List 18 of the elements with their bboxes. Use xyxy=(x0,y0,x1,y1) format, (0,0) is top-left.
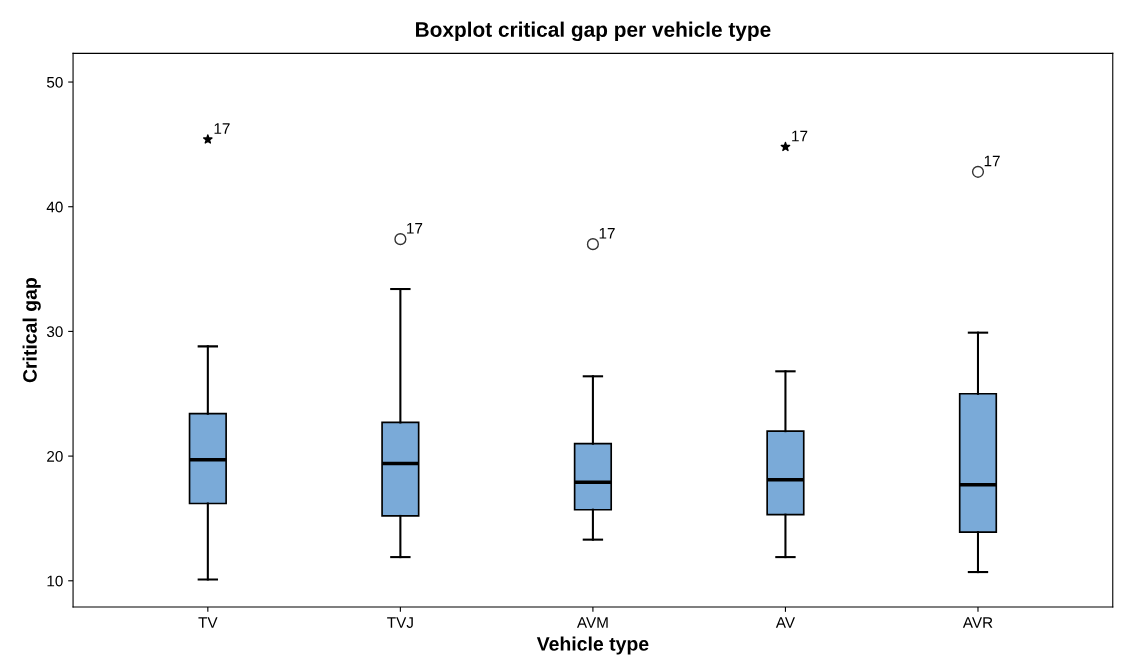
annotation: 17 xyxy=(599,228,615,239)
y-tick-label: 20 xyxy=(47,450,63,462)
y-tick-label: 10 xyxy=(47,575,63,587)
x-tick-label: AV xyxy=(775,617,796,628)
x-axis-title: Vehicle type xyxy=(536,636,649,655)
annotation: 17 xyxy=(984,155,1000,167)
annotation: 17 xyxy=(792,130,808,142)
y-tick-label: 30 xyxy=(46,326,63,338)
x-tick-label: AVM xyxy=(576,617,608,628)
y-tick-label: 40 xyxy=(46,201,63,213)
chart-title: Boxplot critical gap per vehicle type xyxy=(416,21,771,42)
x-tick-label: TV xyxy=(198,617,218,628)
x-tick-label: TVJ xyxy=(387,617,413,628)
y-tick-label: 50 xyxy=(46,76,63,88)
x-tick-label: AVR xyxy=(962,617,993,628)
annotation: 17 xyxy=(407,223,423,234)
y-axis-title: Critical gap xyxy=(22,278,41,383)
annotation: 17 xyxy=(214,123,230,134)
